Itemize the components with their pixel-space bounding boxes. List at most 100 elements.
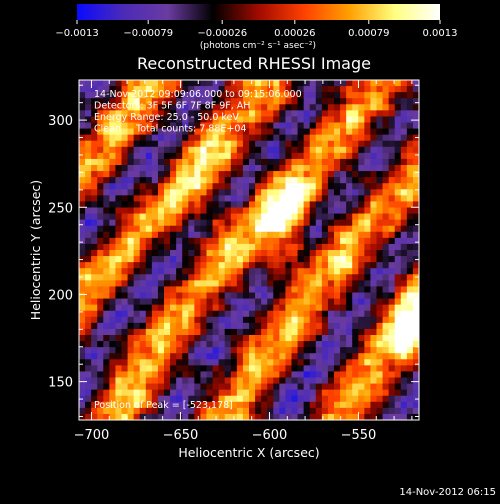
heatmap-cell <box>261 365 268 372</box>
heatmap-cell <box>297 401 305 409</box>
heatmap-cell <box>97 237 104 245</box>
heatmap-cell <box>212 395 220 403</box>
heatmap-cell <box>79 86 86 93</box>
heatmap-cell <box>164 316 171 324</box>
heatmap-cell <box>340 371 347 378</box>
heatmap-cell <box>212 310 220 318</box>
heatmap-cell <box>170 322 177 330</box>
heatmap-cell <box>279 395 286 403</box>
heatmap-cell <box>133 371 141 378</box>
heatmap-cell <box>109 231 116 239</box>
heatmap-cell <box>194 335 201 342</box>
heatmap-cell <box>127 377 135 385</box>
heatmap-cell <box>255 322 262 330</box>
heatmap-cell <box>206 341 214 348</box>
heatmap-cell <box>321 207 329 215</box>
heatmap-cell <box>309 183 317 190</box>
heatmap-cell <box>170 286 177 293</box>
heatmap-cell <box>249 92 256 99</box>
heatmap-cell <box>321 189 329 196</box>
heatmap-cell <box>303 158 311 166</box>
heatmap-cell <box>382 165 390 172</box>
heatmap-cell <box>194 134 201 142</box>
heatmap-cell <box>249 146 256 154</box>
heatmap-cell <box>412 213 419 221</box>
heatmap-cell <box>97 256 104 263</box>
heatmap-cell <box>394 413 402 420</box>
heatmap-cell <box>388 328 396 336</box>
heatmap-cell <box>218 292 226 300</box>
heatmap-cell <box>327 341 335 348</box>
heatmap-cell <box>273 80 280 87</box>
heatmap-cell <box>340 383 347 391</box>
heatmap-cell <box>200 213 207 221</box>
heatmap-cell <box>224 213 232 221</box>
heatmap-cell <box>370 407 377 415</box>
heatmap-cell <box>394 86 402 93</box>
heatmap-cell <box>218 365 226 372</box>
heatmap-cell <box>91 365 98 372</box>
heatmap-cell <box>206 250 214 257</box>
heatmap-cell <box>176 304 183 312</box>
heatmap-cell <box>133 165 141 172</box>
heatmap-cell <box>151 92 159 99</box>
heatmap-cell <box>109 274 116 281</box>
heatmap-cell <box>218 298 226 306</box>
heatmap-cell <box>115 316 122 324</box>
heatmap-cell <box>376 195 384 202</box>
heatmap-cell <box>224 268 232 275</box>
heatmap-cell <box>303 328 311 336</box>
heatmap-cell <box>151 407 159 415</box>
heatmap-cell <box>188 237 195 245</box>
heatmap-cell <box>194 365 201 372</box>
heatmap-cell <box>412 171 419 178</box>
heatmap-cell <box>370 298 377 306</box>
heatmap-cell <box>267 401 274 409</box>
heatmap-cell <box>352 80 359 87</box>
heatmap-cell <box>303 195 311 202</box>
heatmap-cell <box>321 335 329 342</box>
heatmap-cell <box>151 140 159 148</box>
heatmap-cell <box>321 389 329 397</box>
heatmap-cell <box>285 286 292 293</box>
peak-position-label: Position of Peak = [-523,178] <box>94 400 233 411</box>
heatmap-cell <box>97 165 104 172</box>
heatmap-cell <box>230 286 238 293</box>
heatmap-cell <box>394 268 402 275</box>
heatmap-cell <box>394 98 402 105</box>
heatmap-cell <box>315 310 323 318</box>
heatmap-cell <box>346 347 353 354</box>
heatmap-cell <box>164 286 171 293</box>
heatmap-cell <box>85 359 92 366</box>
heatmap-cell <box>230 407 238 415</box>
heatmap-cell <box>97 268 104 275</box>
heatmap-cell <box>297 98 305 105</box>
heatmap-cell <box>133 365 141 372</box>
heatmap-cell <box>388 92 396 99</box>
heatmap-cell <box>139 371 147 378</box>
heatmap-cell <box>157 377 165 385</box>
heatmap-cell <box>261 341 268 348</box>
heatmap-cell <box>382 152 390 160</box>
heatmap-cell <box>242 268 250 275</box>
heatmap-cell <box>352 110 359 117</box>
heatmap-cell <box>206 140 214 148</box>
heatmap-cell <box>400 80 408 87</box>
heatmap-cell <box>109 383 116 391</box>
heatmap-cell <box>212 286 220 293</box>
heatmap-cell <box>224 310 232 318</box>
heatmap-cell <box>364 146 371 154</box>
heatmap-cell <box>406 195 414 202</box>
heatmap-cell <box>188 134 195 142</box>
heatmap-cell <box>133 335 141 342</box>
heatmap-cell <box>139 243 147 251</box>
heatmap-cell <box>376 401 384 409</box>
heatmap-cell <box>297 219 305 227</box>
heatmap-cell <box>364 365 371 372</box>
heatmap-cell <box>273 213 280 221</box>
heatmap-cell <box>376 310 384 318</box>
heatmap-cell <box>346 207 353 215</box>
heatmap-cell <box>145 359 153 366</box>
heatmap-cell <box>388 86 396 93</box>
heatmap-cell <box>315 243 323 251</box>
